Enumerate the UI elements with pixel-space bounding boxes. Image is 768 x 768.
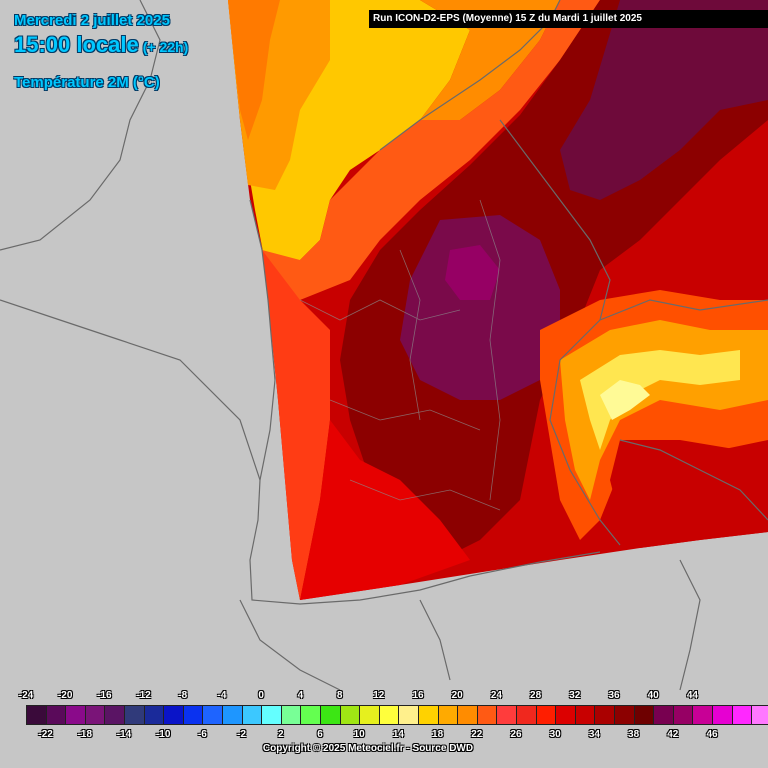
legend-swatch: [378, 705, 400, 725]
zone-east-purple: [560, 0, 768, 200]
legend-swatch: [222, 705, 243, 725]
legend-tick-top: 24: [490, 690, 502, 701]
legend-swatch: [672, 705, 694, 725]
legend-swatch: [751, 705, 768, 725]
legend-tick-bottom: -2: [237, 729, 247, 740]
legend-swatch: [653, 705, 674, 725]
legend-tick-top: -24: [18, 690, 34, 701]
legend-swatch: [45, 705, 67, 725]
legend-swatch: [104, 705, 125, 725]
legend-swatch: [633, 705, 655, 725]
legend-swatch: [124, 705, 145, 725]
legend-tick-bottom: -14: [116, 729, 132, 740]
legend-tick-top: -20: [57, 690, 73, 701]
legend-swatch: [418, 705, 439, 725]
legend-swatch: [300, 705, 321, 725]
zone-alps-high: [580, 350, 740, 450]
copyright: Copyright © 2025 Meteociel.fr - Source D…: [262, 743, 474, 754]
legend-tick-top: 12: [373, 690, 385, 701]
legend-tick-bottom: 26: [510, 729, 522, 740]
legend-tick-bottom: -10: [155, 729, 171, 740]
parameter-title: Température 2M (°C): [14, 74, 160, 91]
legend-swatch: [457, 705, 478, 725]
legend-tick-top: 0: [258, 690, 264, 701]
legend-tick-top: 16: [412, 690, 424, 701]
zone-po-valley: [610, 440, 768, 548]
zone-paris-basin: [400, 215, 560, 400]
legend-swatch: [398, 705, 419, 725]
legend-swatch: [241, 705, 263, 725]
legend-swatch: [163, 705, 184, 725]
legend-swatch: [594, 705, 615, 725]
legend-swatch: [516, 705, 537, 725]
legend-swatch: [614, 705, 635, 725]
legend-tick-bottom: 42: [667, 729, 679, 740]
legend-swatch: [731, 705, 753, 725]
legend-tick-bottom: 38: [628, 729, 640, 740]
legend-swatch: [712, 705, 733, 725]
legend-swatch: [202, 705, 223, 725]
zone-uk-hot: [228, 0, 280, 140]
legend-tick-top: 36: [608, 690, 620, 701]
legend-swatch: [84, 705, 106, 725]
zone-southwest: [300, 420, 470, 600]
zone-alps-peak: [600, 380, 650, 420]
zone-peak-heat: [445, 245, 500, 300]
legend-tick-bottom: 10: [353, 729, 365, 740]
legend-tick-top: 4: [297, 690, 304, 701]
time-label: 15:00 locale: [14, 32, 139, 57]
zone-north-sea: [420, 0, 560, 120]
forecast-time: 15:00 locale (+ 22h): [14, 32, 188, 58]
legend-swatch: [339, 705, 361, 725]
legend-tick-top: -8: [178, 690, 188, 701]
legend-tick-bottom: 18: [432, 729, 444, 740]
legend-swatch: [359, 705, 380, 725]
legend-swatch: [320, 705, 341, 725]
lead-time: (+ 22h): [142, 39, 189, 55]
legend-tick-top: 20: [451, 690, 463, 701]
legend-swatch: [26, 705, 47, 725]
legend-tick-bottom: -22: [38, 729, 53, 740]
legend-tick-top: -16: [97, 690, 112, 701]
regional-borders: [299, 199, 501, 511]
legend-swatch: [143, 705, 165, 725]
legend-swatch: [574, 705, 596, 725]
legend-tick-top: 32: [569, 690, 581, 701]
legend-tick-bottom: -18: [77, 729, 93, 740]
run-banner: Run ICON-D2-EPS (Moyenne) 15 Z du Mardi …: [369, 10, 768, 28]
zone-atlantic-coast: [262, 250, 330, 600]
legend-tick-top: -4: [217, 690, 227, 701]
zone-channel-coast: [262, 0, 600, 300]
legend-tick-bottom: 30: [549, 729, 561, 740]
legend-tick-bottom: 2: [278, 729, 284, 740]
legend-tick-bottom: 6: [317, 729, 323, 740]
legend-tick-bottom: -6: [197, 729, 207, 740]
legend-tick-top: -12: [136, 690, 151, 701]
legend-swatch: [65, 705, 86, 725]
forecast-date: Mercredi 2 juillet 2025: [14, 12, 170, 29]
legend-tick-top: 28: [530, 690, 542, 701]
legend-tick-top: 44: [686, 690, 698, 701]
legend-tick-bottom: 22: [471, 729, 483, 740]
legend-tick-top: 8: [336, 690, 343, 701]
legend-tick-bottom: 34: [588, 729, 600, 740]
legend-swatch: [182, 705, 204, 725]
legend-tick-top: 40: [647, 690, 659, 701]
legend-swatch: [280, 705, 302, 725]
legend-swatch: [476, 705, 498, 725]
legend-swatch: [496, 705, 517, 725]
legend-tick-bottom: 46: [706, 729, 718, 740]
legend-swatch: [535, 705, 557, 725]
legend-swatch: [437, 705, 459, 725]
legend-swatch: [555, 705, 576, 725]
legend-swatch: [261, 705, 282, 725]
legend-tick-bottom: 14: [392, 729, 404, 740]
legend-swatch: [692, 705, 713, 725]
